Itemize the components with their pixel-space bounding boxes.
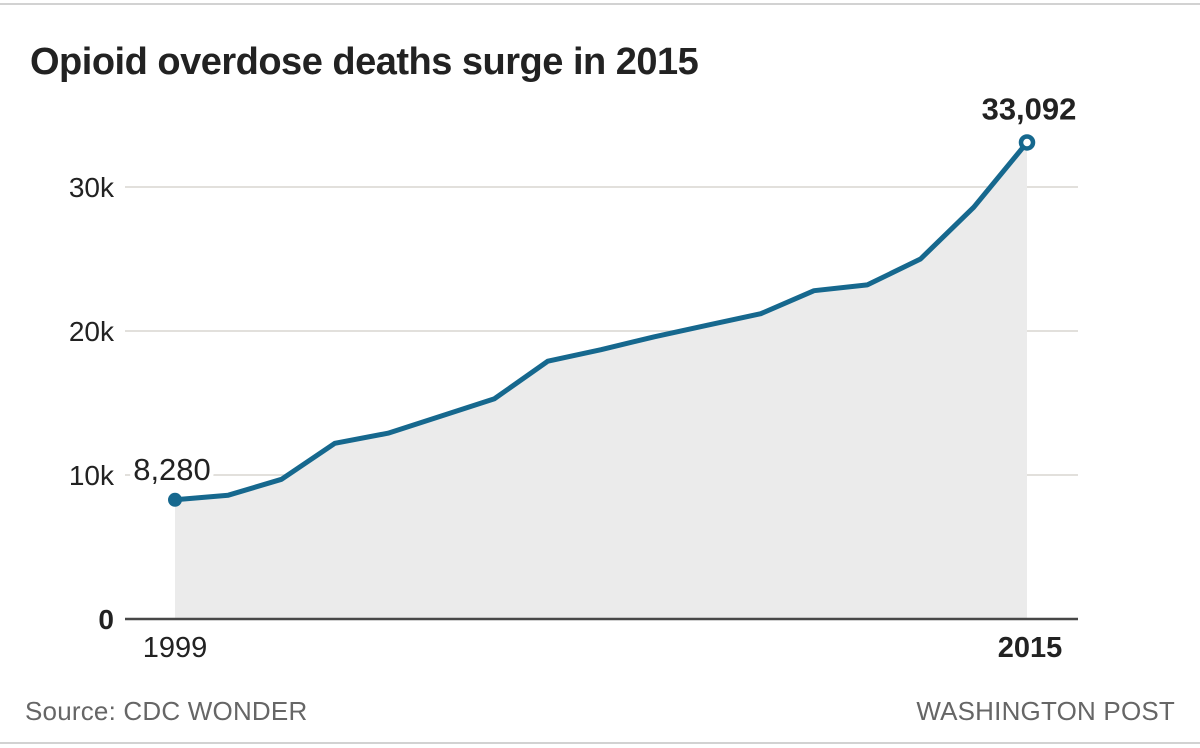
x-tick-2015: 2015 [998,632,1063,664]
end-value-label: 33,092 [982,91,1077,126]
attribution: WASHINGTON POST [916,696,1175,726]
top-divider [0,3,1200,5]
y-tick-20k: 20k [69,316,115,347]
start-point-marker [168,492,182,507]
y-tick-10k: 10k [69,460,115,491]
chart-footer: Source: CDC WONDER WASHINGTON POST [25,696,1175,727]
bottom-divider [0,742,1200,744]
x-tick-1999: 1999 [143,632,208,664]
end-point-marker [1018,134,1036,151]
start-value-label: 8,280 [133,452,211,487]
area-fill [175,142,1027,619]
y-axis-labels: 0 10k 20k 30k [69,172,115,635]
y-tick-30k: 30k [69,172,115,203]
source-note: Source: CDC WONDER [25,696,308,726]
chart-title: Opioid overdose deaths surge in 2015 [30,41,699,83]
y-tick-0: 0 [98,604,114,635]
data-line [172,140,1030,503]
